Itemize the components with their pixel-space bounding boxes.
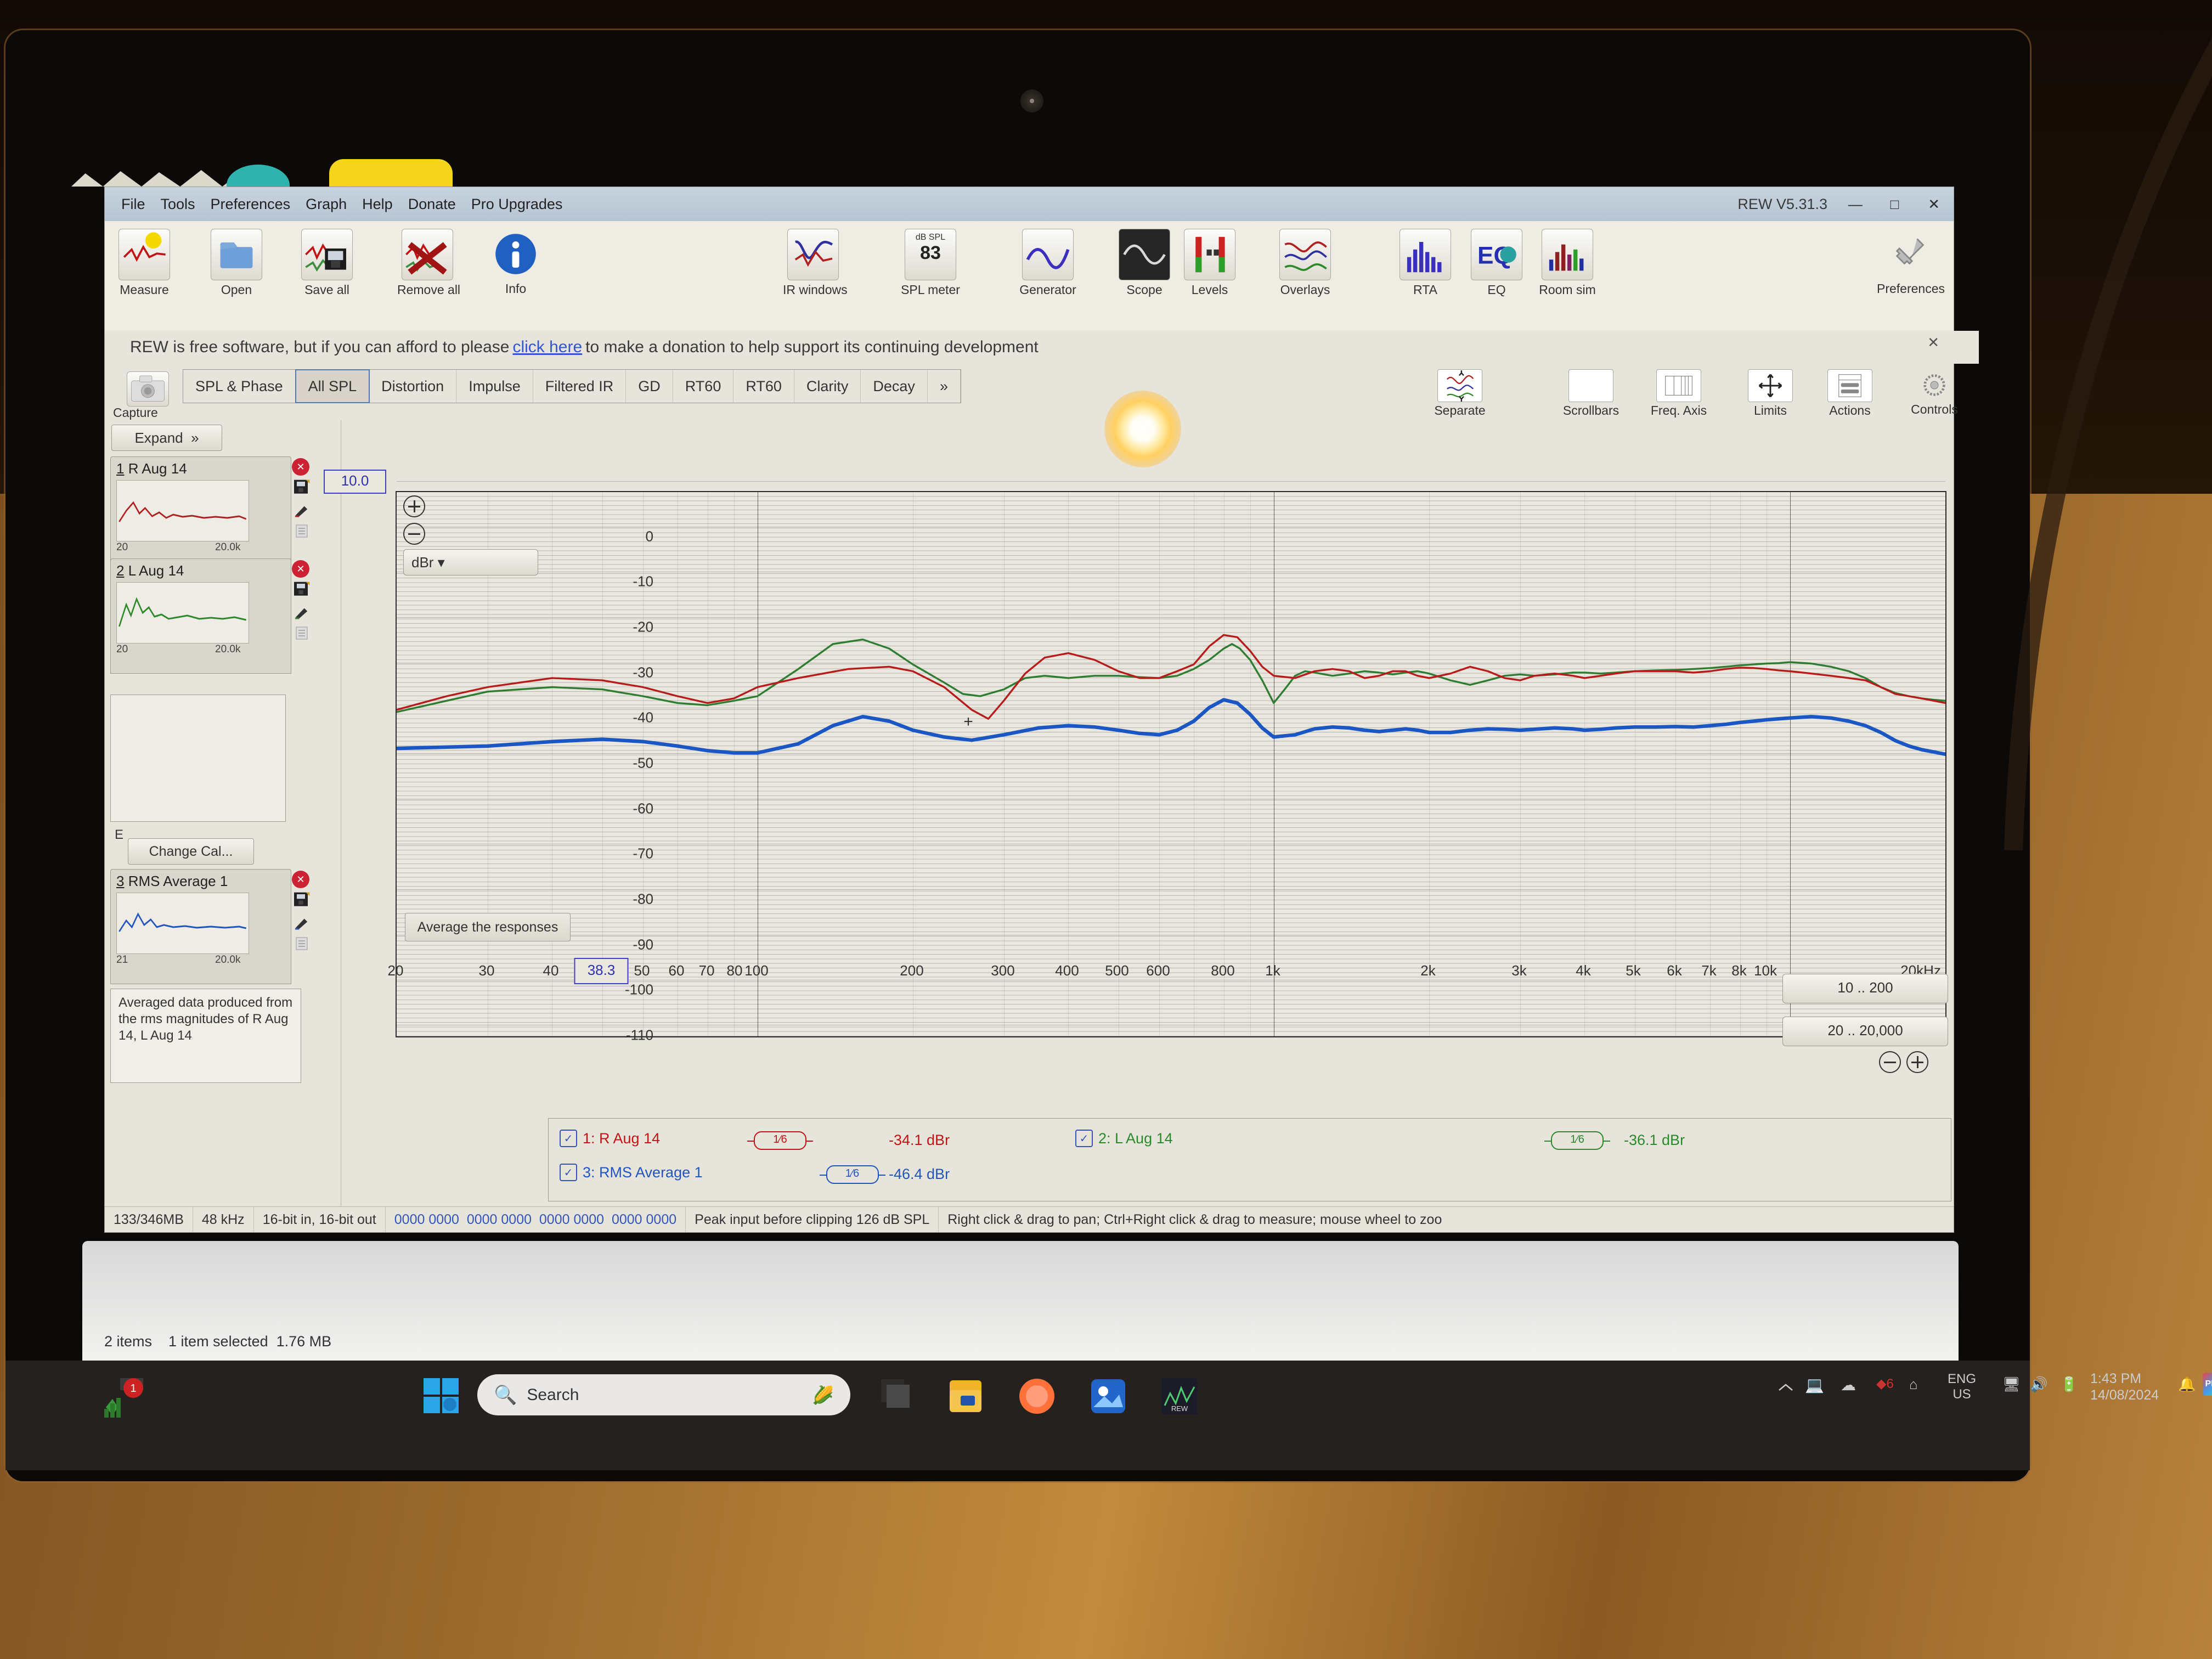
svg-text:1: 1 <box>130 1383 136 1395</box>
svg-text:REW: REW <box>1171 1404 1188 1413</box>
